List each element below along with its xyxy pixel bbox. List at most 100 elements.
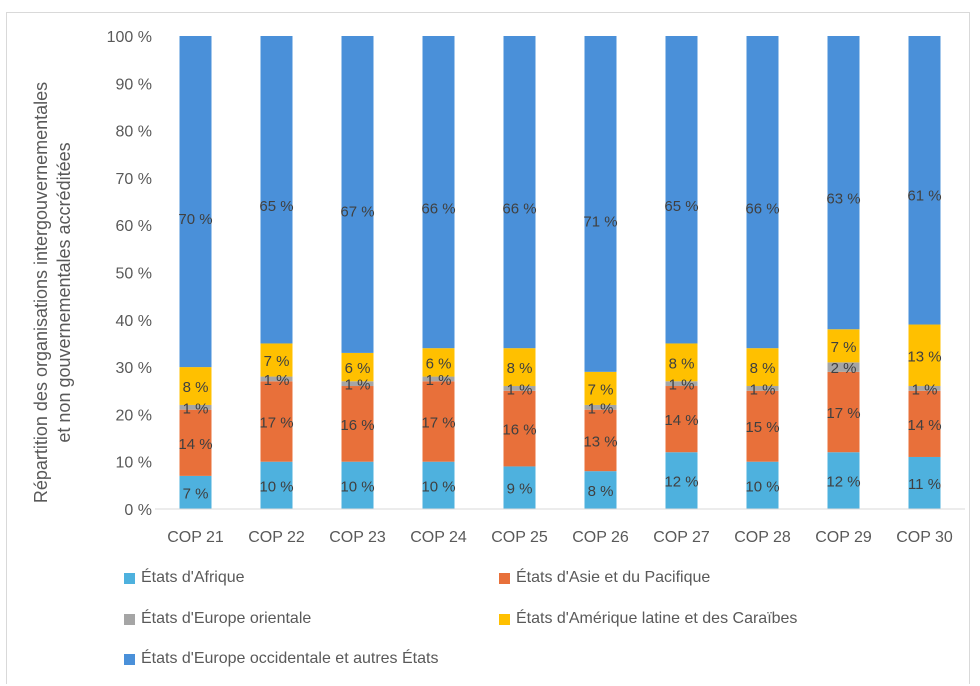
x-tick-label: COP 29 [815,529,872,546]
bars: 7 % 14 % 1 % 8 % 70 % 10 % 17 % 1 % 7 % 65 % 10 % 1… [178,36,942,509]
data-label: 70 % [178,211,212,228]
data-label: 8 % [588,483,614,500]
bar-segment [746,461,779,509]
data-label: 8 % [669,355,695,372]
y-tick-label: 30 % [116,360,152,377]
bar-segment [746,390,779,462]
bar-segment [341,36,374,353]
x-tick-label: COP 25 [491,529,548,546]
bar-segment [584,404,617,410]
y-tick-label: 10 % [116,455,152,472]
bar-segment [908,386,941,391]
x-tick-label: COP 28 [734,529,791,546]
y-tick-label: 100 % [107,29,152,46]
bar-segment [260,343,293,377]
bar-segment [827,329,860,363]
bar-segment [746,348,779,387]
bar-segment [260,381,293,462]
x-tick-label: COP 23 [329,529,386,546]
x-tick-label: COP 22 [248,529,305,546]
data-label: 67 % [340,203,374,220]
bar-segment [584,371,617,405]
bar-segment [827,371,860,453]
data-label: 1 % [669,377,695,394]
x-tick-label: COP 27 [653,529,710,546]
data-label: 13 % [907,348,941,365]
data-label: 7 % [831,339,857,356]
data-label: 65 % [259,198,293,215]
bar-segment [260,36,293,344]
bar-segment [746,36,779,349]
bar-segment [179,409,212,476]
data-label: 1 % [183,400,209,417]
data-label: 17 % [259,414,293,431]
x-tick-label: COP 30 [896,529,953,546]
data-label: 15 % [745,419,779,436]
bar-segment [827,36,860,330]
data-label: 12 % [826,474,860,491]
data-label: 61 % [907,188,941,205]
data-label: 66 % [421,201,455,218]
bar-segment [908,456,941,509]
bar-segment [422,376,455,382]
bar-stack: 12 % 17 % 2 % 7 % 63 % [826,36,861,509]
bar-stack: 10 % 16 % 1 %6 % 67 % [340,36,375,509]
bar-segment [341,461,374,509]
x-tick-label: COP 24 [410,529,467,546]
data-label: 10 % [259,478,293,495]
y-axis-label: Répartition des organisations intergouve… [31,82,74,503]
y-tick-label: 70 % [116,171,152,188]
bar-segment [422,348,455,377]
bar-stack: 8 % 13 % 1 % 7 % 71 % [583,36,618,509]
y-tick-label: 90 % [116,76,152,93]
bar-segment [260,376,293,382]
data-label: 10 % [745,478,779,495]
y-tick-label: 50 % [116,266,152,283]
y-axis-label-line-2: et non gouvernementales accréditées [54,142,74,442]
data-label: 6 % [345,360,371,377]
data-label: 16 % [340,417,374,434]
bar-segment [665,343,698,382]
data-label: 1 % [507,381,533,398]
bar-segment [584,471,617,509]
bar-segment [908,36,941,325]
bar-segment [503,390,536,467]
data-label: 65 % [664,198,698,215]
data-label: 71 % [583,214,617,231]
bar-segment [422,381,455,462]
x-tick-label: COP 21 [167,529,224,546]
data-label: 17 % [421,414,455,431]
y-axis-label-line-1: Répartition des organisations intergouve… [31,82,51,503]
bar-segment [503,36,536,349]
data-label: 11 % [908,476,941,493]
data-label: 16 % [502,422,536,439]
y-tick-label: 0 % [124,502,152,519]
data-label: 1 % [912,381,938,398]
data-label: 8 % [507,360,533,377]
data-label: 1 % [345,377,371,394]
data-label: 14 % [907,417,941,434]
bar-segment [746,386,779,391]
data-label: 7 % [588,381,614,398]
data-label: 17 % [826,405,860,422]
y-axis-ticks: 0 % 10 % 20 % 30 % 40 % 50 % 60 % 70 % 80 % 90 % 1… [107,29,152,519]
data-label: 8 % [183,379,209,396]
bar-segment [827,452,860,509]
data-label: 7 % [183,485,209,502]
bar-stack: 9 % 16 % 1 % 8 % 66 % [502,36,537,509]
data-label: 63 % [826,190,860,207]
bar-stack: 10 % 17 % 1 % 7 % 65 % [259,36,294,509]
bar-segment [584,409,617,472]
bar-segment [341,352,374,382]
data-label: 1 % [750,381,776,398]
data-label: 6 % [426,355,452,372]
bar-segment [665,381,698,387]
bar-segment [665,452,698,509]
bar-segment [503,348,536,387]
data-label: 66 % [745,201,779,218]
bar-segment [584,36,617,372]
data-label: 7 % [264,353,290,370]
bar-segment [422,461,455,509]
bar-segment [908,324,941,387]
y-tick-label: 20 % [116,407,152,424]
